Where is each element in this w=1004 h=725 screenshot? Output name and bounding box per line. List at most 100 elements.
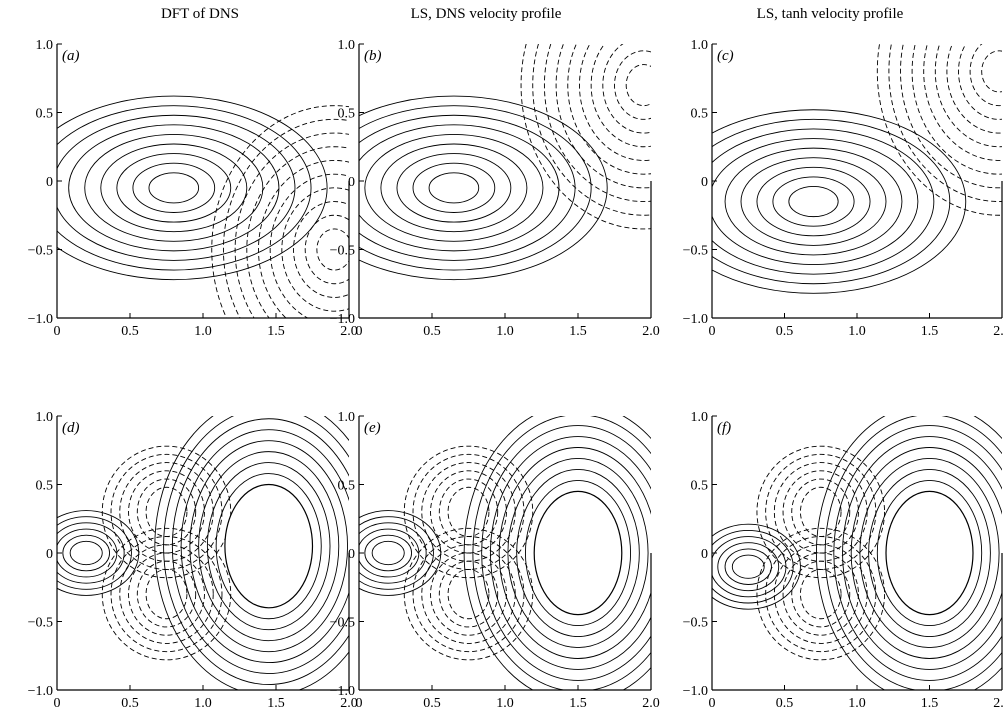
solid-contour — [516, 468, 640, 638]
dashed-contour — [532, 44, 651, 216]
contour-lines-e — [359, 416, 651, 690]
dashed-contour — [773, 462, 868, 562]
dashed-contour — [234, 132, 349, 318]
solid-contour — [359, 105, 592, 271]
solid-contour — [62, 534, 111, 572]
panel-b: 0 0.5 1.0 1.5 2.0 1.0 0.5 0 −0.5 −1.0 (b) — [330, 38, 660, 339]
panel-label-e: (e) — [364, 420, 381, 436]
dashed-contour — [258, 160, 349, 318]
x-tick-label: 1.5 — [569, 696, 587, 711]
x-tick-label: 1.0 — [194, 324, 212, 339]
contour-lines-c — [712, 44, 1002, 294]
y-tick-label: 0 — [46, 547, 53, 562]
solid-contour — [359, 510, 442, 596]
dashed-contour — [304, 214, 349, 285]
solid-contour — [359, 516, 434, 590]
y-tick-label: 1.0 — [691, 410, 709, 425]
x-tick-label: 0 — [709, 324, 716, 339]
solid-contour — [154, 416, 349, 690]
solid-contour — [84, 133, 264, 242]
y-tick-label: −1.0 — [330, 312, 355, 327]
y-tick-label: 0 — [701, 175, 708, 190]
solid-contour — [850, 447, 1002, 659]
y-tick-label: −1.0 — [683, 312, 708, 327]
solid-contour — [724, 548, 772, 585]
x-tick-label: 1.0 — [848, 696, 866, 711]
dashed-contour — [403, 445, 534, 579]
dashed-contour — [946, 44, 1002, 134]
dashed-contour — [421, 544, 516, 644]
solid-contour — [359, 114, 576, 261]
panel-e: 0 0.5 1.0 1.5 2.0 1.0 0.5 0 −0.5 −1.0 (e) — [330, 410, 660, 711]
solid-contour — [833, 425, 1002, 681]
solid-contour — [712, 523, 801, 610]
dashed-contour — [101, 445, 232, 579]
dashed-contour — [316, 228, 349, 271]
x-tick-label: 0.5 — [423, 324, 441, 339]
dashed-contour — [403, 527, 534, 661]
x-tick-label: 0 — [54, 696, 61, 711]
x-tick-label: 1.5 — [921, 324, 939, 339]
dashed-contour — [782, 552, 859, 636]
x-tick-label: 2.0 — [993, 324, 1004, 339]
solid-contour — [359, 95, 608, 281]
solid-contour — [100, 143, 248, 233]
x-tick-label: 1.5 — [569, 324, 587, 339]
y-tick-label: 0.5 — [338, 479, 356, 494]
solid-contour — [498, 447, 651, 659]
x-tick-label: 1.0 — [194, 696, 212, 711]
solid-contour — [412, 162, 496, 213]
dashed-contour — [430, 470, 507, 554]
contour-lines-f — [712, 416, 1002, 690]
dashed-contour — [421, 462, 516, 562]
y-tick-label: −0.5 — [28, 616, 53, 631]
solid-contour — [69, 540, 103, 566]
dashed-contour — [119, 544, 214, 644]
y-tick-label: 0.5 — [691, 479, 709, 494]
dashed-contour — [765, 536, 877, 653]
y-tick-label: 0.5 — [36, 479, 54, 494]
dashed-contour — [269, 173, 349, 318]
y-tick-label: −0.5 — [683, 244, 708, 259]
y-tick-label: 0 — [348, 175, 355, 190]
panel-d: 0 0.5 1.0 1.5 2.0 1.0 0.5 0 −0.5 −1.0 (d) — [28, 410, 358, 711]
x-tick-label: 0.5 — [776, 324, 794, 339]
dashed-contour — [590, 44, 651, 148]
x-tick-label: 1.5 — [921, 696, 939, 711]
dashed-contour — [211, 105, 349, 318]
column-title-dft: DFT of DNS — [160, 6, 240, 22]
x-tick-label: 0 — [356, 696, 363, 711]
x-tick-label: 1.5 — [267, 696, 285, 711]
body-outline — [533, 490, 623, 616]
y-tick-label: −0.5 — [330, 616, 355, 631]
solid-contour — [359, 528, 420, 578]
solid-contour — [359, 124, 560, 252]
dashed-contour — [119, 462, 214, 562]
dashed-contour — [223, 118, 349, 318]
solid-contour — [788, 186, 839, 218]
solid-contour — [712, 118, 951, 285]
dashed-contour — [900, 44, 1002, 189]
dashed-contour — [625, 64, 651, 107]
y-tick-label: 1.0 — [338, 410, 356, 425]
y-tick-label: −1.0 — [28, 312, 53, 327]
x-tick-label: 2.0 — [642, 324, 660, 339]
dashed-contour — [782, 470, 859, 554]
panel-a: 0 0.5 1.0 1.5 2.0 1.0 0.5 0 −0.5 −1.0 (a) — [28, 38, 358, 339]
dashed-contour — [412, 453, 525, 570]
y-tick-label: −1.0 — [28, 684, 53, 699]
y-tick-label: 0 — [46, 175, 53, 190]
solid-contour — [198, 451, 340, 642]
solid-contour — [724, 147, 903, 256]
dashed-contour — [756, 527, 886, 661]
x-tick-label: 0 — [54, 324, 61, 339]
solid-contour — [712, 138, 919, 266]
dashed-contour — [412, 536, 525, 653]
dashed-contour — [756, 445, 886, 579]
solid-contour — [57, 516, 132, 590]
solid-contour — [57, 105, 312, 271]
solid-contour — [359, 522, 427, 584]
column-title-ls-tanh: LS, tanh velocity profile — [756, 6, 904, 22]
solid-contour — [180, 429, 349, 664]
solid-contour — [756, 166, 871, 237]
